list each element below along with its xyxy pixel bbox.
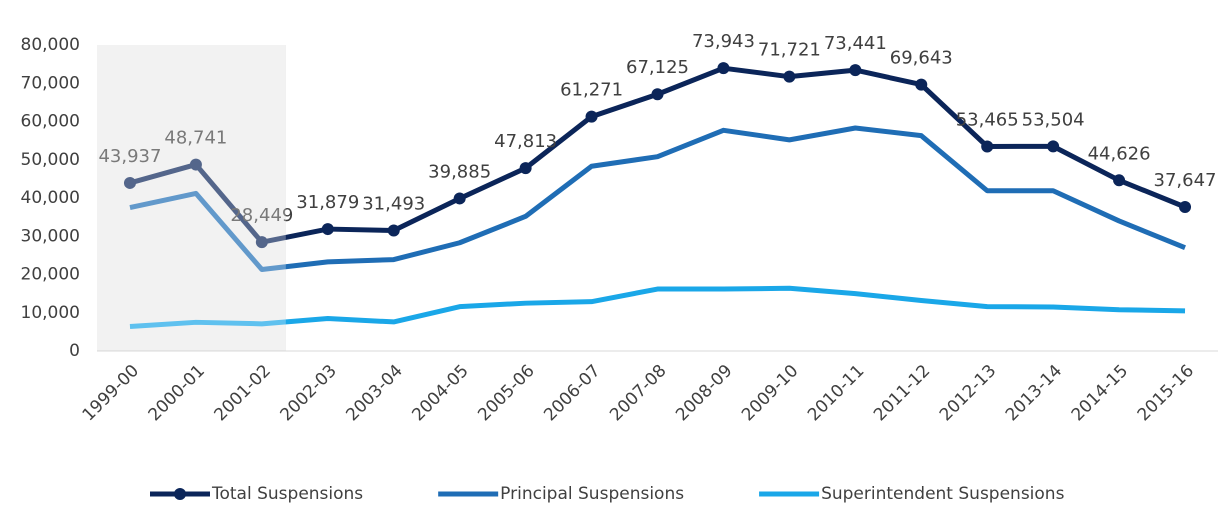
point xyxy=(981,140,994,153)
x-tick-label: 2006-07 xyxy=(540,361,604,425)
x-tick-label: 2010-11 xyxy=(804,361,868,425)
x-tick-label: 2005-06 xyxy=(474,361,538,425)
point xyxy=(255,236,268,249)
y-tick-label: 10,000 xyxy=(21,303,80,323)
data-label: 47,813 xyxy=(494,131,557,152)
point xyxy=(585,110,598,123)
x-tick-label: 2002-03 xyxy=(276,361,340,425)
data-label: 44,626 xyxy=(1088,143,1151,164)
x-tick-label: 2013-14 xyxy=(1002,361,1066,425)
data-label: 73,943 xyxy=(692,31,755,52)
shade-overlay xyxy=(97,0,286,350)
point xyxy=(651,88,664,101)
data-label: 69,643 xyxy=(890,48,953,69)
x-tick-label: 2000-01 xyxy=(145,361,209,425)
shaded-period xyxy=(97,45,286,351)
x-tick-label: 2008-09 xyxy=(672,361,736,425)
legend-label: Principal Suspensions xyxy=(500,484,684,504)
data-label: 73,441 xyxy=(824,33,887,54)
legend-label: Superintendent Suspensions xyxy=(821,484,1064,504)
x-tick-label: 2014-15 xyxy=(1068,361,1132,425)
y-tick-label: 80,000 xyxy=(21,35,80,55)
data-label: 37,647 xyxy=(1154,170,1217,191)
point xyxy=(849,64,862,77)
x-tick-label: 2009-10 xyxy=(738,361,802,425)
legend-label: Total Suspensions xyxy=(211,484,363,504)
data-label: 71,721 xyxy=(758,40,821,61)
series-line xyxy=(129,125,1186,273)
point xyxy=(453,192,466,205)
x-tick-label: 2011-12 xyxy=(870,361,934,425)
point xyxy=(915,78,928,91)
x-tick-label: 2012-13 xyxy=(936,361,1000,425)
point xyxy=(321,223,334,236)
data-label: 53,465 xyxy=(956,109,1019,130)
y-tick-label: 60,000 xyxy=(21,112,80,132)
point xyxy=(123,176,136,189)
data-label: 53,504 xyxy=(1022,109,1085,130)
series-line xyxy=(129,285,1186,330)
y-tick-label: 0 xyxy=(69,341,80,361)
data-label: 43,937 xyxy=(98,146,161,167)
point xyxy=(1113,174,1126,187)
y-tick-label: 70,000 xyxy=(21,73,80,93)
x-tick-label: 2003-04 xyxy=(342,361,406,425)
data-label: 67,125 xyxy=(626,57,689,78)
point xyxy=(519,162,532,175)
y-tick-label: 40,000 xyxy=(21,188,80,208)
data-label: 28,449 xyxy=(230,205,293,226)
data-label: 61,271 xyxy=(560,80,623,101)
point xyxy=(1179,201,1192,214)
data-label: 31,879 xyxy=(296,192,359,213)
x-tick-label: 2015-16 xyxy=(1134,361,1198,425)
x-tick-label: 2004-05 xyxy=(408,361,472,425)
y-tick-label: 20,000 xyxy=(21,265,80,285)
point xyxy=(1047,140,1060,153)
data-label: 48,741 xyxy=(164,128,227,149)
point xyxy=(387,224,400,237)
data-label: 31,493 xyxy=(362,194,425,215)
x-tick-label: 2007-08 xyxy=(606,361,670,425)
y-tick-label: 30,000 xyxy=(21,226,80,246)
data-label: 39,885 xyxy=(428,161,491,182)
point xyxy=(717,62,730,75)
x-tick-label: 1999-00 xyxy=(79,361,143,425)
point xyxy=(189,158,202,171)
y-tick-label: 50,000 xyxy=(21,150,80,170)
x-tick-label: 2001-02 xyxy=(211,361,275,425)
legend-marker xyxy=(174,488,186,500)
point xyxy=(783,70,796,83)
